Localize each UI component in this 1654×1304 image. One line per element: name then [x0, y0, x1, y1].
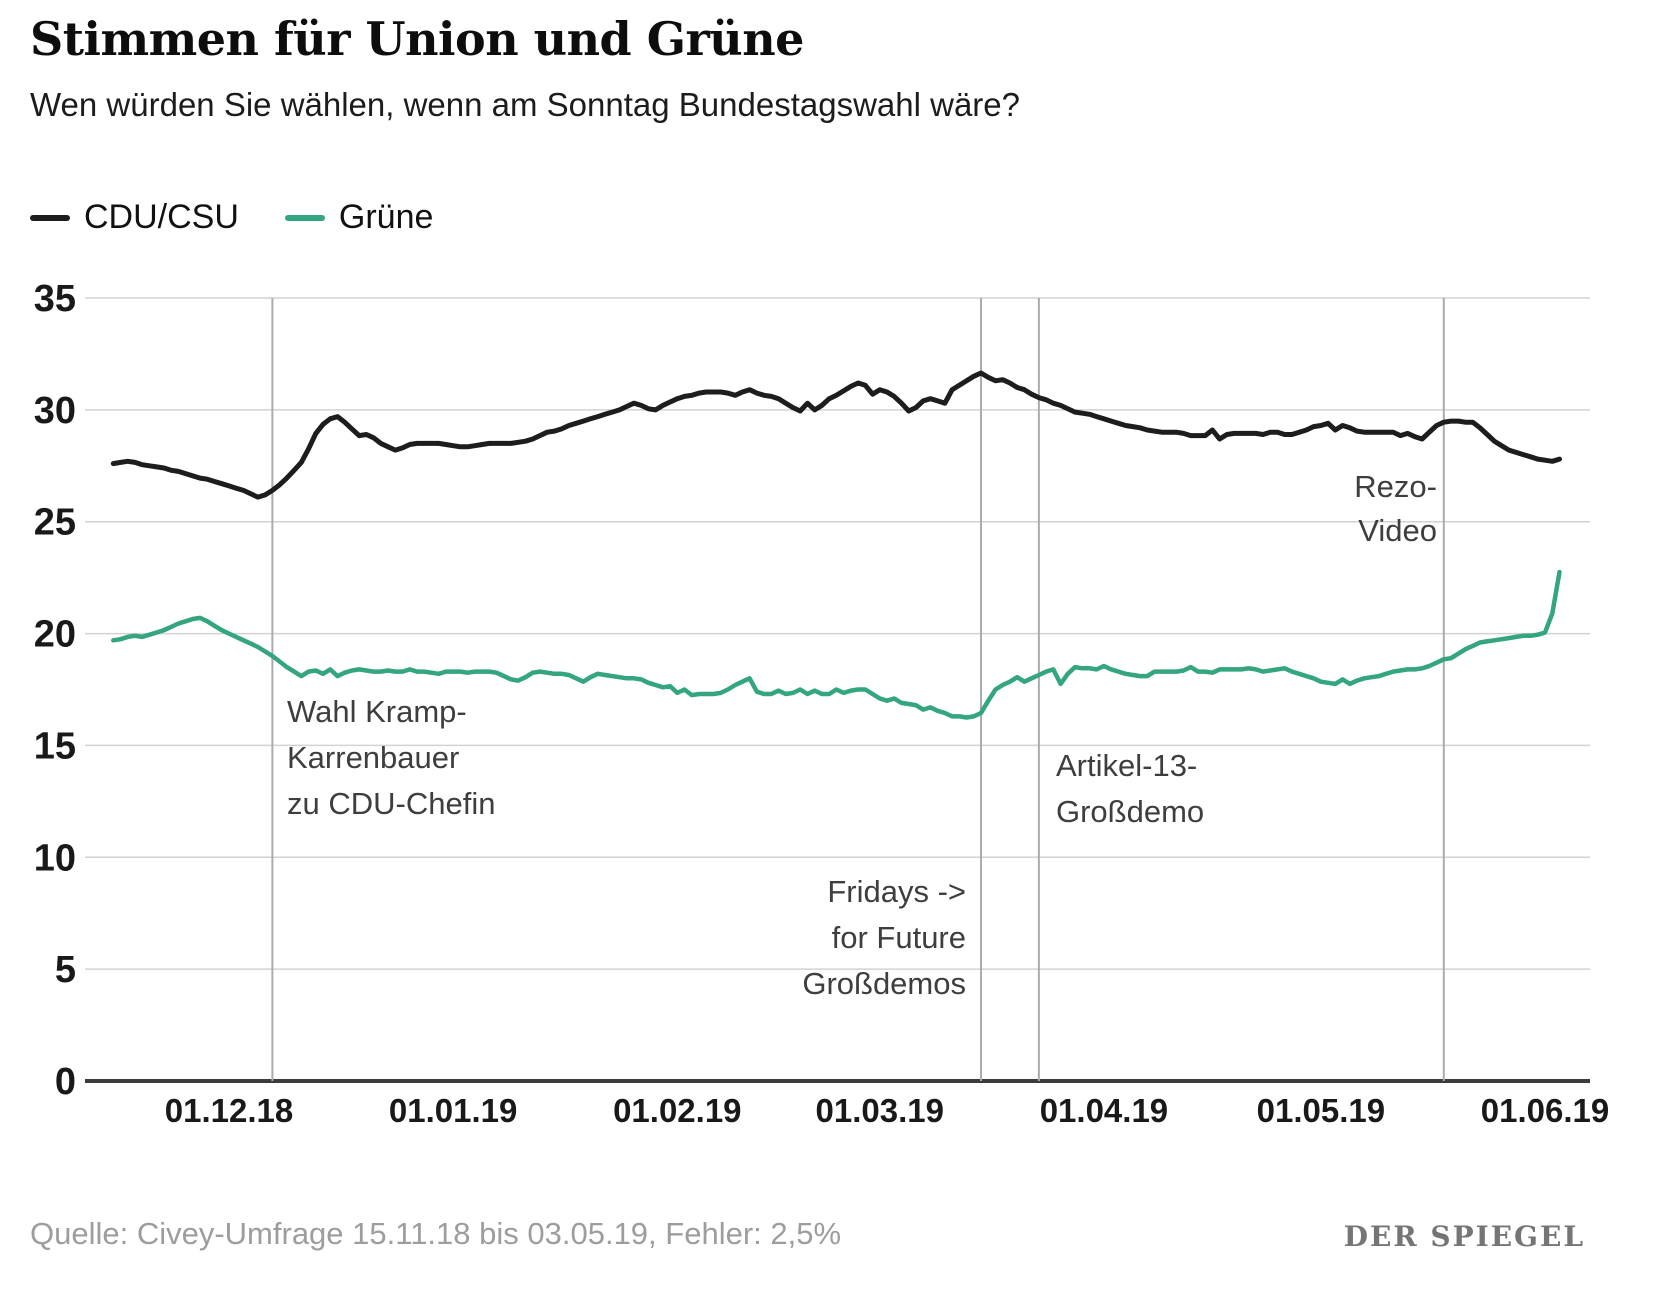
y-tick-label-0: 0 [55, 1061, 76, 1103]
event-marker-lines [271, 298, 1445, 1081]
annotation-rezo-video: Rezo-Video [1354, 469, 1437, 548]
series-line-cdu-csu [110, 370, 1562, 500]
annotation-artikel-13-grossdemo: Artikel-13-Großdemo [1056, 748, 1204, 829]
y-tick-label-25: 25 [34, 502, 76, 544]
data-series-lines [110, 370, 1562, 720]
legend-item-gruene: Grüne [284, 198, 434, 237]
annotation-fridays-for-future: Fridays -> for Future Großdemos [802, 874, 966, 1001]
der-spiegel-logo: DER SPIEGEL [1343, 1220, 1585, 1253]
x-tick-label: 01.05.19 [1257, 1092, 1385, 1129]
legend-label-gruene: Grüne [338, 198, 434, 236]
horizontal-gridlines [85, 297, 1590, 1083]
chart-legend: CDU/CSU Grüne [30, 198, 433, 237]
x-tick-label: 01.06.19 [1481, 1092, 1609, 1129]
legend-label-cdu-csu: CDU/CSU [84, 198, 239, 236]
event-annotations: Wahl Kramp-Karrenbauer zu CDU-Chefin Frida… [287, 469, 1437, 1001]
y-axis-tick-labels: 0 5 10 15 20 25 30 35 [34, 278, 76, 1103]
y-tick-label-35: 35 [34, 278, 76, 320]
y-tick-label-10: 10 [34, 837, 76, 879]
y-tick-label-5: 5 [55, 949, 76, 991]
gruene-line-swatch [284, 214, 325, 221]
legend-item-cdu-csu: CDU/CSU [30, 198, 239, 237]
series-line-gruene [111, 569, 1562, 720]
cdu-csu-line-swatch [30, 214, 70, 221]
y-tick-label-15: 15 [34, 725, 76, 767]
y-tick-label-30: 30 [34, 390, 76, 432]
x-tick-label: 01.04.19 [1040, 1092, 1168, 1129]
x-tick-label: 01.03.19 [816, 1092, 944, 1129]
x-tick-label: 01.12.18 [165, 1092, 293, 1129]
x-axis-tick-labels: 01.12.18 01.01.19 01.02.19 01.03.19 01.04.19… [165, 1092, 1610, 1129]
y-tick-label-20: 20 [34, 614, 76, 656]
x-tick-label: 01.01.19 [389, 1092, 517, 1129]
source-note: Quelle: Civey-Umfrage 15.11.18 bis 03.05… [30, 1216, 842, 1251]
page-subtitle: Wen würden Sie wählen, wenn am Sonntag B… [30, 86, 1020, 123]
annotation-wahl-kramp-karrenbauer: Wahl Kramp-Karrenbauer zu CDU-Chefin [287, 694, 495, 821]
x-tick-label: 01.02.19 [613, 1092, 741, 1129]
page-title: Stimmen für Union und Grüne [30, 12, 804, 66]
